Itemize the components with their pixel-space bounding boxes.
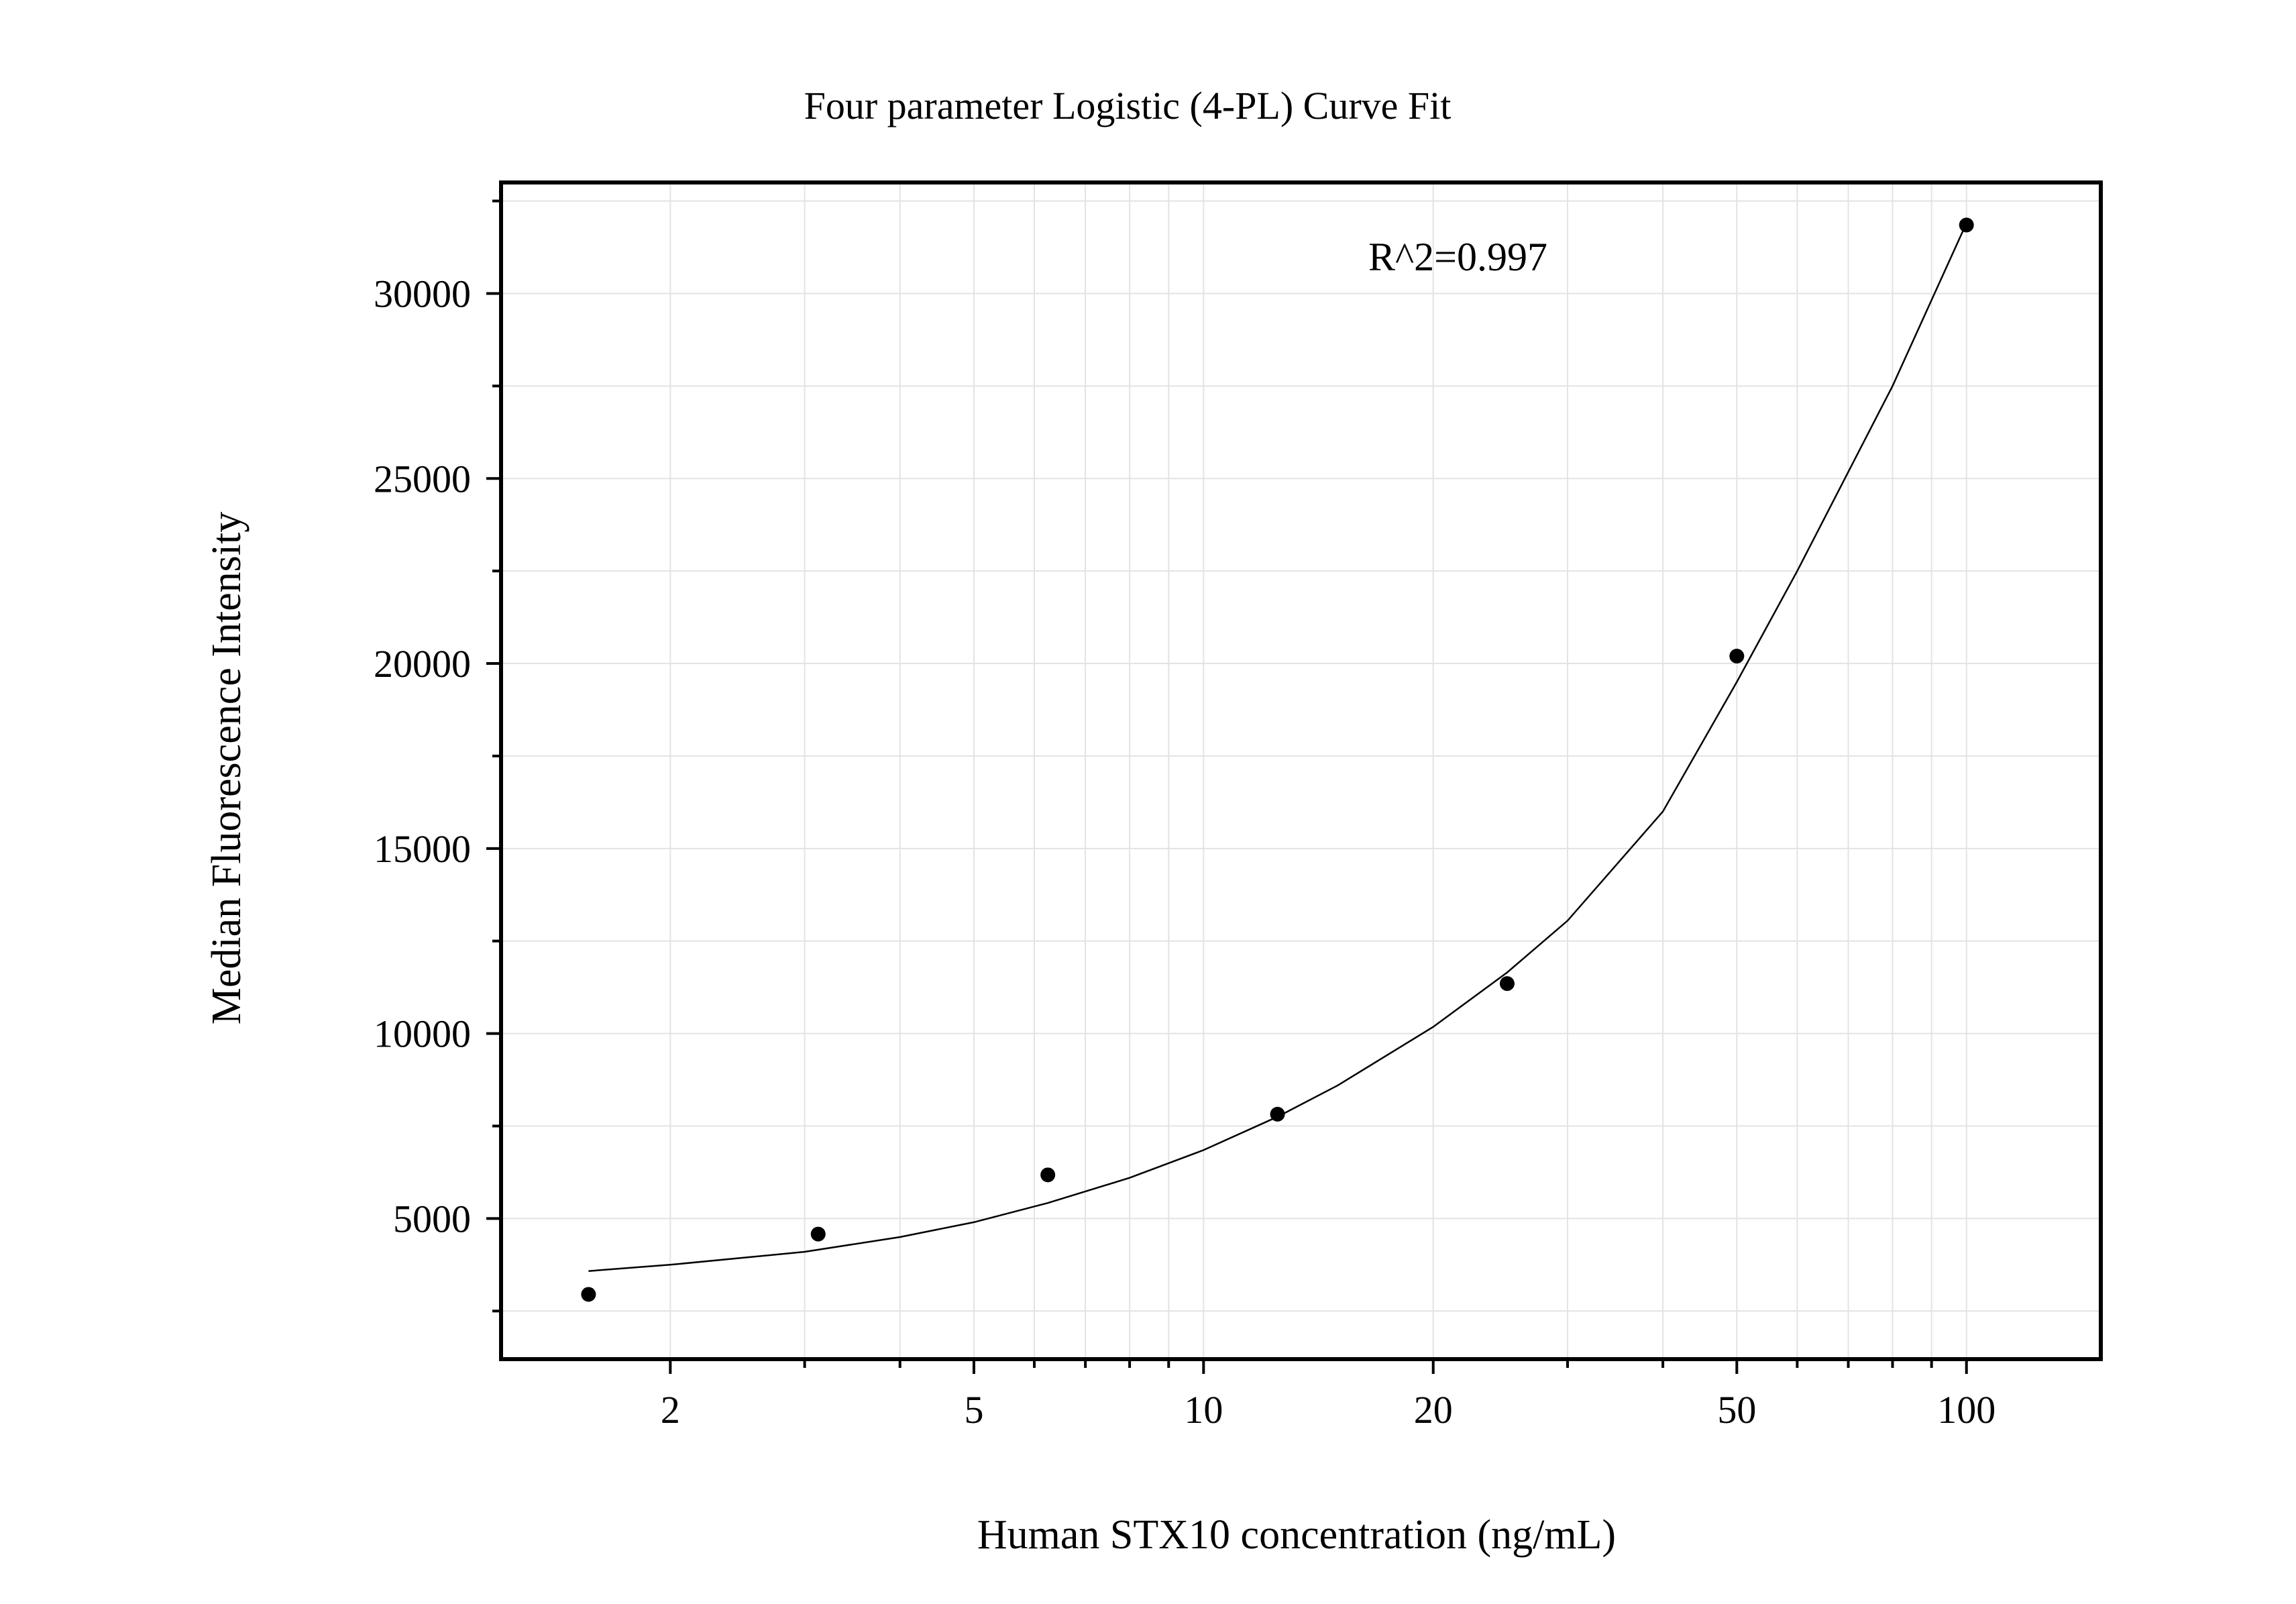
- x-tick-label: 2: [661, 1388, 680, 1432]
- y-tick-label: 15000: [374, 827, 471, 871]
- data-point: [1040, 1167, 1056, 1183]
- y-tick-label: 5000: [393, 1197, 471, 1240]
- axis-ticks: [486, 199, 1968, 1374]
- y-tick-label: 25000: [374, 457, 471, 500]
- data-point: [1729, 649, 1745, 664]
- data-point: [1270, 1106, 1285, 1122]
- y-tick-label: 10000: [374, 1012, 471, 1056]
- fit-curve-layer: [588, 223, 1967, 1272]
- tick-labels: 2 5 10 20 50 100 5000 10000 15000 20000 25000 30000: [374, 272, 1996, 1432]
- r-squared-annotation: R^2=0.997: [1368, 235, 1547, 279]
- fit-curve: [588, 223, 1967, 1272]
- x-tick-label: 100: [1937, 1388, 1996, 1432]
- x-tick-label: 5: [964, 1388, 983, 1432]
- data-points: [581, 217, 1974, 1302]
- x-tick-label: 50: [1717, 1388, 1756, 1432]
- x-tick-label: 10: [1184, 1388, 1223, 1432]
- y-tick-label: 20000: [374, 642, 471, 686]
- data-point: [1959, 217, 1974, 233]
- data-point: [581, 1287, 596, 1302]
- y-tick-label: 30000: [374, 272, 471, 315]
- data-point: [810, 1226, 826, 1242]
- chart-title: Four parameter Logistic (4-PL) Curve Fit: [804, 84, 1452, 127]
- y-axis-label: Median Fluorescence Intensity: [204, 512, 250, 1024]
- x-tick-label: 20: [1414, 1388, 1453, 1432]
- data-point: [1499, 976, 1515, 992]
- grid: [501, 182, 2101, 1359]
- x-axis-label: Human STX10 concentration (ng/mL): [977, 1512, 1616, 1558]
- plot-frame: [499, 180, 2103, 1361]
